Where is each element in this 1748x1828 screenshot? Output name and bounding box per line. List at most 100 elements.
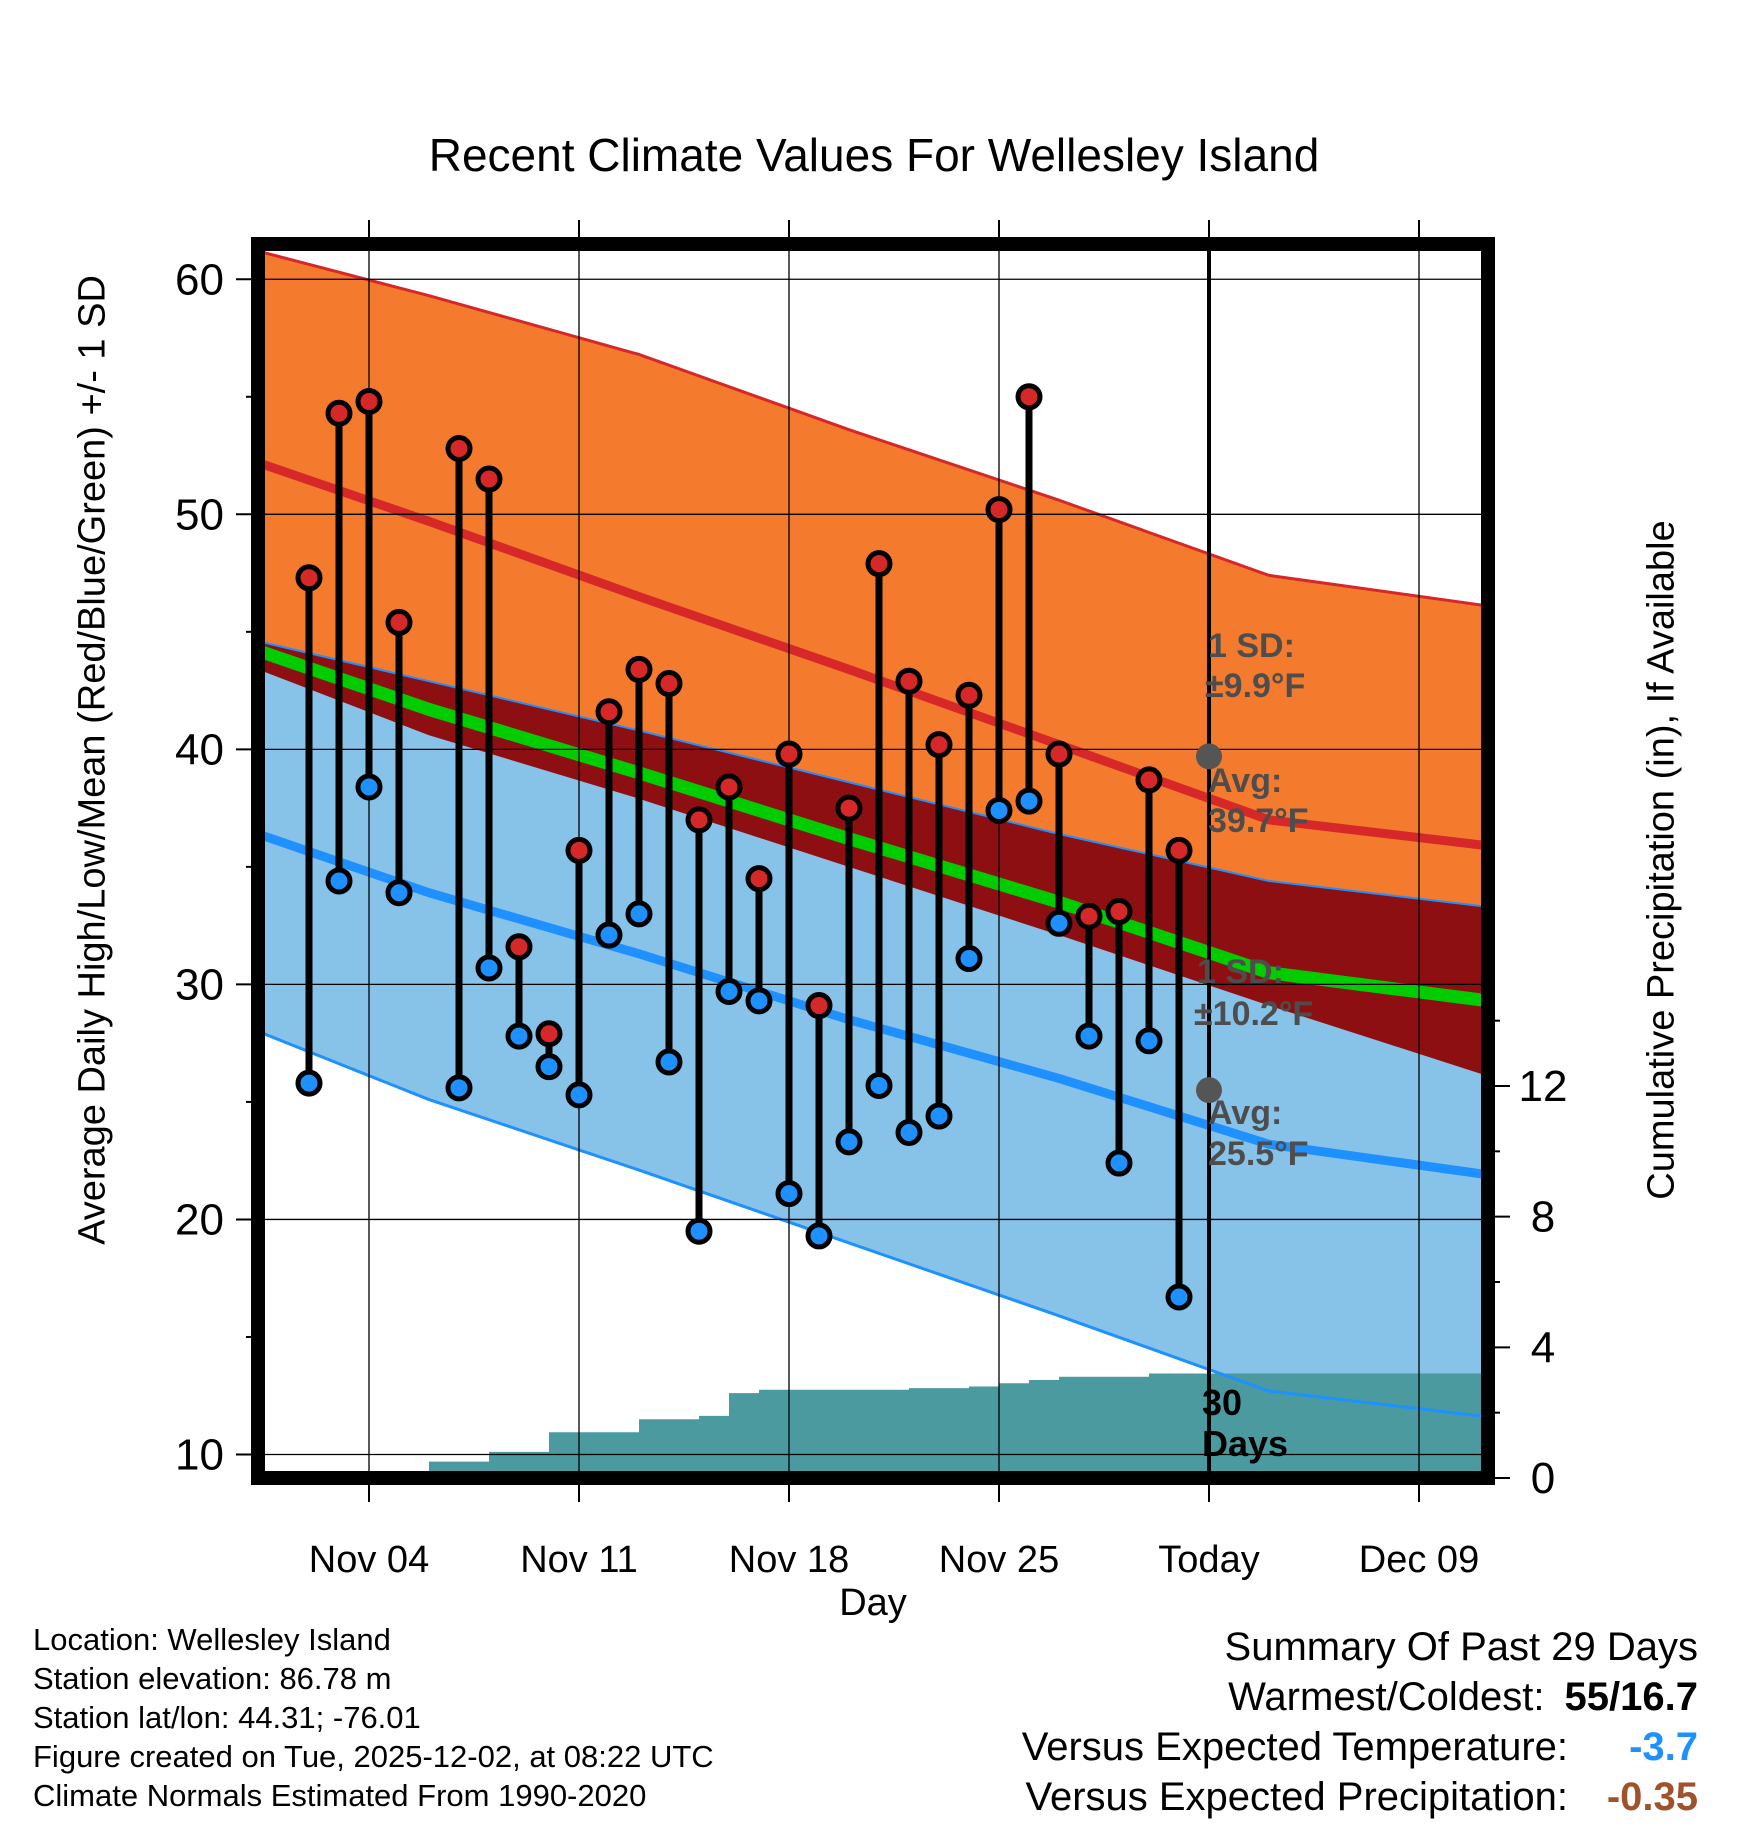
y-tick-label: 50 — [175, 490, 224, 539]
high-upper-line — [258, 249, 1488, 608]
daily-high-point — [835, 794, 863, 822]
daily-high-point — [715, 773, 743, 801]
daily-low-point — [1015, 787, 1043, 815]
daily-high-point — [865, 550, 893, 578]
daily-low-point — [1045, 909, 1073, 937]
y2-tick-label: 4 — [1531, 1323, 1555, 1372]
daily-low-point — [595, 921, 623, 949]
y-tick-label: 40 — [175, 725, 224, 774]
low-upper-line — [258, 640, 1488, 908]
info-normals: Climate Normals Estimated From 1990-2020 — [33, 1778, 647, 1813]
summary-heading: Summary Of Past 29 Days — [1224, 1625, 1698, 1669]
daily-low-point — [565, 1081, 593, 1109]
daily-low-point — [505, 1022, 533, 1050]
days-count: 30 — [1202, 1382, 1242, 1423]
today-high-avg-marker — [1196, 743, 1222, 770]
y-tick-label: 10 — [175, 1430, 224, 1479]
daily-high-point — [895, 667, 923, 695]
daily-low-point — [385, 879, 413, 907]
summary-temp-value: -3.7 — [1629, 1725, 1698, 1769]
y2-tick-label: 0 — [1531, 1454, 1555, 1503]
summary-warmest-row: Warmest/Coldest: 55/16.7 — [1022, 1672, 1698, 1722]
summary-panel: Summary Of Past 29 Days Warmest/Coldest:… — [1022, 1622, 1698, 1822]
summary-temp-label: Versus Expected Temperature: — [1021, 1725, 1568, 1769]
daily-high-point — [1045, 740, 1073, 768]
daily-low-point — [985, 796, 1013, 824]
high-sd-value: ±9.9°F — [1205, 667, 1305, 705]
info-created: Figure created on Tue, 2025-12-02, at 08… — [33, 1739, 714, 1774]
daily-low-point — [655, 1048, 683, 1076]
summary-warmest-label: Warmest/Coldest: — [1228, 1675, 1545, 1719]
high-avg-value: 39.7°F — [1208, 802, 1309, 840]
daily-high-point — [385, 608, 413, 636]
daily-low-point — [805, 1222, 833, 1250]
low-sd-value: ±10.2°F — [1194, 995, 1313, 1033]
daily-high-point — [955, 681, 983, 709]
summary-temp-row: Versus Expected Temperature: -3.7 — [1022, 1722, 1698, 1772]
x-tick-label: Nov 04 — [309, 1539, 429, 1581]
daily-low-point — [535, 1053, 563, 1081]
daily-high-point — [1015, 383, 1043, 411]
daily-low-point — [445, 1074, 473, 1102]
x-tick-label: Nov 18 — [729, 1539, 849, 1581]
daily-low-point — [1135, 1027, 1163, 1055]
daily-low-point — [325, 867, 353, 895]
high-avg-label: Avg: — [1208, 762, 1282, 800]
daily-high-point — [685, 806, 713, 834]
info-latlon: Station lat/lon: 44.31; -76.01 — [33, 1700, 421, 1735]
y2-axis-label: Cumulative Precipitation (in), If Availa… — [1640, 520, 1683, 1200]
y-tick-label: 20 — [175, 1195, 224, 1244]
daily-low-point — [355, 773, 383, 801]
x-tick-label: Nov 11 — [520, 1539, 638, 1581]
daily-low-point — [895, 1118, 923, 1146]
daily-high-point — [625, 655, 653, 683]
daily-low-point — [295, 1069, 323, 1097]
daily-high-point — [655, 670, 683, 698]
y2-tick-label: 8 — [1531, 1193, 1555, 1242]
y-tick-label: 30 — [175, 960, 224, 1009]
days-word: Days — [1202, 1423, 1288, 1464]
daily-low-point — [1075, 1022, 1103, 1050]
info-location: Location: Wellesley Island — [33, 1622, 391, 1657]
low-avg-value: 25.5°F — [1208, 1135, 1309, 1173]
daily-high-point — [595, 698, 623, 726]
daily-high-point — [925, 731, 953, 759]
daily-high-point — [985, 496, 1013, 524]
daily-high-point — [1165, 836, 1193, 864]
summary-precip-row: Versus Expected Precipitation: -0.35 — [1022, 1772, 1698, 1822]
high-avg-line — [258, 458, 1488, 851]
daily-high-point — [1135, 766, 1163, 794]
daily-high-point — [565, 836, 593, 864]
daily-low-point — [685, 1217, 713, 1245]
daily-high-point — [295, 564, 323, 592]
daily-high-point — [745, 865, 773, 893]
today-low-avg-marker — [1196, 1077, 1222, 1104]
chart-title: Recent Climate Values For Wellesley Isla… — [428, 129, 1320, 181]
daily-high-point — [505, 933, 533, 961]
daily-high-point — [1075, 902, 1103, 930]
daily-low-point — [1105, 1149, 1133, 1177]
daily-high-point — [475, 465, 503, 493]
x-tick-label: Today — [1158, 1539, 1259, 1581]
daily-high-point — [445, 434, 473, 462]
daily-high-point — [535, 1020, 563, 1048]
x-tick-label: Dec 09 — [1359, 1539, 1479, 1581]
y-axis-label: Average Daily High/Low/Mean (Red/Blue/Gr… — [71, 275, 114, 1245]
daily-high-point — [775, 740, 803, 768]
daily-low-point — [835, 1128, 863, 1156]
daily-low-point — [475, 954, 503, 982]
x-tick-label: Nov 25 — [939, 1539, 1059, 1581]
info-elevation: Station elevation: 86.78 m — [33, 1661, 392, 1696]
summary-warmest-value: 55/16.7 — [1564, 1675, 1698, 1719]
daily-low-point — [625, 900, 653, 928]
daily-low-point — [775, 1180, 803, 1208]
plot-frame — [251, 237, 1495, 1485]
low-sd-label: 1 SD: — [1197, 953, 1284, 991]
daily-high-point — [1105, 898, 1133, 926]
daily-low-point — [925, 1102, 953, 1130]
x-axis-label: Day — [839, 1582, 907, 1624]
summary-precip-value: -0.35 — [1606, 1775, 1698, 1819]
daily-low-point — [865, 1071, 893, 1099]
plot-area — [258, 249, 1488, 1478]
